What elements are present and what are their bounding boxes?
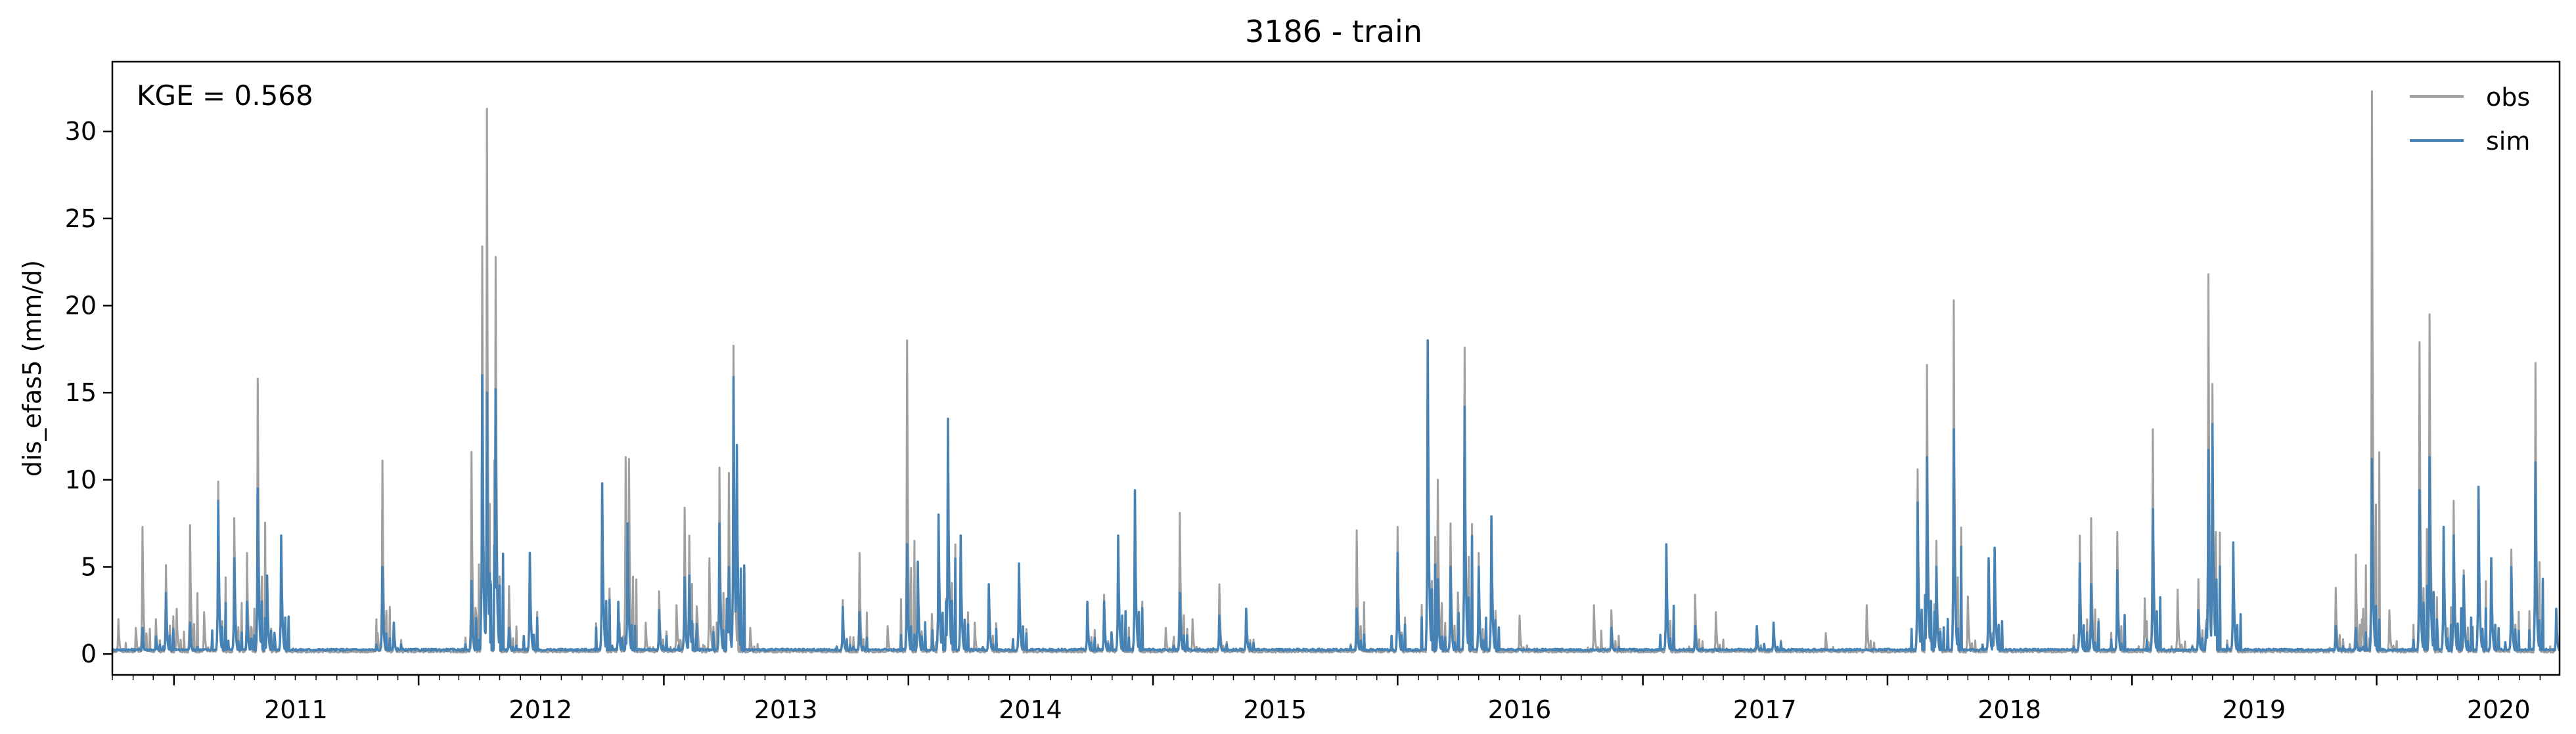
y-axis-label: dis_efas5 (mm/d) [18, 260, 47, 477]
x-tick-label: 2017 [1733, 695, 1797, 724]
x-tick-label: 2012 [508, 695, 572, 724]
x-tick-label: 2016 [1488, 695, 1552, 724]
y-tick-label: 15 [65, 378, 97, 407]
x-tick-label: 2020 [2467, 695, 2531, 724]
x-tick-label: 2019 [2223, 695, 2286, 724]
legend-label-sim: sim [2486, 127, 2530, 156]
y-tick-label: 20 [65, 291, 97, 320]
series-layer [111, 90, 2560, 654]
y-axis: 0 5 10 15 20 25 30 [65, 117, 112, 668]
y-tick-label: 30 [65, 117, 97, 146]
x-tick-label: 2011 [264, 695, 328, 724]
x-tick-label: 2013 [754, 695, 818, 724]
y-tick-label: 0 [81, 639, 97, 668]
y-tick-label: 5 [81, 552, 97, 581]
series-line-sim [111, 339, 2560, 653]
x-tick-label: 2014 [999, 695, 1062, 724]
x-tick-label: 2018 [1977, 695, 2041, 724]
chart-title: 3186 - train [1245, 14, 1422, 49]
y-tick-label: 25 [65, 204, 97, 233]
x-tick-label: 2015 [1243, 695, 1307, 724]
y-tick-label: 10 [65, 465, 97, 494]
legend-label-obs: obs [2486, 83, 2530, 112]
legend: obs sim [2410, 83, 2530, 156]
kge-annotation: KGE = 0.568 [137, 79, 313, 112]
x-axis: 2011 2012 2013 2014 2015 2016 2017 2018 2019 2020 [112, 675, 2541, 724]
